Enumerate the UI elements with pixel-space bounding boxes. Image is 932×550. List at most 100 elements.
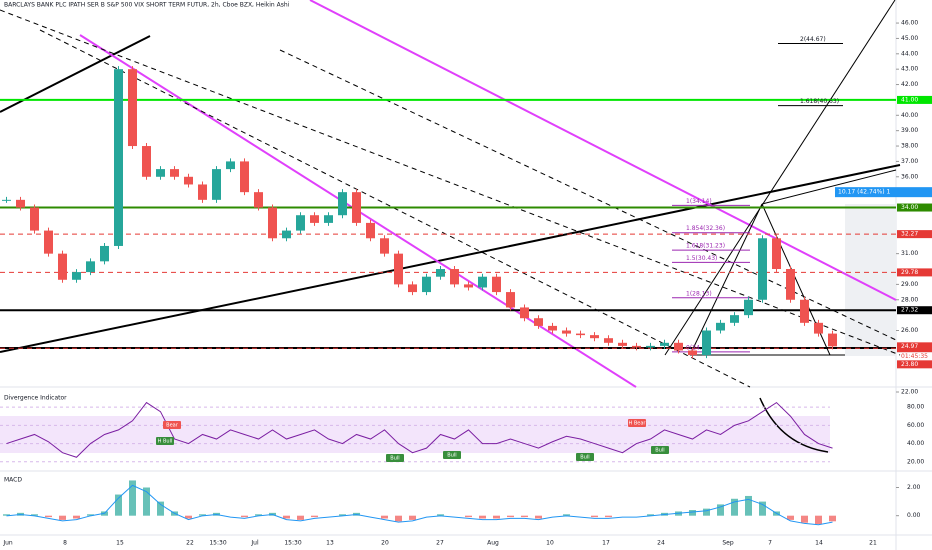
- candle: [142, 146, 151, 177]
- candle: [660, 342, 669, 346]
- price-tag: [897, 360, 932, 369]
- candle: [72, 272, 81, 280]
- macd-bar: [115, 494, 122, 516]
- macd-bar: [185, 515, 192, 519]
- candle: [30, 207, 39, 231]
- signal-tag: [628, 419, 646, 427]
- candle: [632, 345, 641, 348]
- macd-bar: [409, 515, 416, 520]
- macd-bar: [521, 515, 528, 518]
- candle: [422, 276, 431, 293]
- candle: [240, 161, 249, 193]
- x-tick-label: 21: [869, 540, 877, 547]
- x-tick-label: 8: [63, 540, 67, 547]
- y-tick-label: 22.00: [901, 389, 918, 396]
- candle: [296, 215, 305, 231]
- candle: [380, 238, 389, 254]
- candle: [254, 192, 263, 208]
- candle: [156, 169, 165, 177]
- signal-label: Bull: [447, 453, 456, 459]
- price-tag-label: 24.97: [901, 343, 918, 350]
- signal-tag: [163, 421, 181, 429]
- macd-bar: [339, 514, 346, 516]
- candle: [604, 338, 613, 343]
- candle: [464, 284, 473, 288]
- macd-bar: [829, 515, 836, 522]
- macd-bar: [199, 514, 206, 516]
- candle: [590, 335, 599, 339]
- macd-bar: [3, 514, 10, 516]
- x-tick-label: 24: [657, 540, 665, 547]
- y-tick-label: 31.00: [901, 250, 918, 257]
- macd-bar: [703, 508, 710, 516]
- candle: [394, 253, 403, 285]
- candle: [814, 322, 823, 334]
- level-label: 29.78: [901, 269, 918, 276]
- macd-bar: [717, 504, 724, 516]
- pitchfork-line: [761, 169, 897, 205]
- signal-label: Bear: [166, 423, 179, 429]
- macd-bar: [563, 514, 570, 516]
- x-tick-label: Aug: [487, 540, 499, 547]
- x-tick-label: 17: [602, 540, 610, 547]
- candle: [352, 192, 361, 223]
- y-tick-label: 45.00: [901, 35, 918, 42]
- fib-label: 1(34.14): [686, 198, 712, 205]
- y-tick-label: 26.00: [901, 327, 918, 334]
- candle: [716, 322, 725, 331]
- y-tick-label: 20.00: [907, 458, 924, 465]
- candle: [800, 299, 809, 323]
- pane-title: MACD: [4, 477, 22, 484]
- candle: [128, 69, 137, 147]
- y-tick-label: 36.00: [901, 173, 918, 180]
- macd-bar: [143, 487, 150, 516]
- level-tag: [897, 203, 932, 212]
- fib-label: 1.618(31.23): [686, 243, 725, 250]
- candle: [450, 269, 459, 285]
- y-tick-label: 60.00: [907, 422, 924, 429]
- level-tag: [897, 268, 932, 277]
- countdown: 01:45:35: [901, 353, 928, 360]
- candle: [86, 261, 95, 273]
- x-tick-label: Sep: [722, 540, 734, 547]
- candle: [758, 238, 767, 300]
- measure-label: 10.17 (42.74%) 1: [838, 189, 891, 196]
- signal-label: H Bull: [158, 439, 173, 445]
- macd-bar: [465, 515, 472, 518]
- level-label: 41.00: [901, 96, 918, 103]
- divergence-line: [6, 401, 833, 458]
- candle: [212, 169, 221, 200]
- candle: [576, 333, 585, 336]
- signal-tag: [156, 437, 174, 445]
- pitchfork-line: [664, 0, 896, 356]
- fib-label: 1.618(40.63): [800, 98, 839, 105]
- candle: [534, 318, 543, 326]
- signal-label: Bull: [580, 455, 589, 461]
- signal-tag: [576, 453, 594, 461]
- candle: [730, 315, 739, 323]
- candle: [44, 230, 53, 254]
- level-label: 27.32: [901, 307, 918, 314]
- pitchfork-line: [689, 203, 763, 356]
- macd-bar: [591, 515, 598, 518]
- x-tick-label: 20: [381, 540, 389, 547]
- candle: [562, 330, 571, 334]
- macd-bar: [157, 501, 164, 516]
- x-tick-label: Jun: [2, 540, 13, 547]
- signal-label: Bull: [655, 448, 664, 454]
- fib-label: 2(44.67): [800, 36, 826, 43]
- y-tick-label: 46.00: [901, 20, 918, 27]
- channel-line: [309, 0, 897, 301]
- x-tick-label: 15:30: [284, 540, 301, 547]
- candle: [226, 161, 235, 170]
- price-tag-label: 23.80: [901, 361, 918, 368]
- macd-bar: [129, 480, 136, 516]
- signal-label: Bull: [390, 456, 399, 462]
- macd-bar: [381, 515, 388, 519]
- x-tick-label: 15:30: [209, 540, 226, 547]
- candle: [520, 307, 529, 319]
- x-tick-label: 14: [815, 540, 823, 547]
- x-tick-label: 22: [186, 540, 194, 547]
- signal-tag: [651, 446, 669, 454]
- macd-bar: [815, 515, 822, 525]
